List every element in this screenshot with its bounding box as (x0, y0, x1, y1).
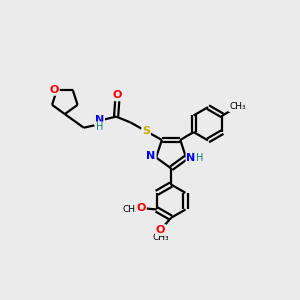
Text: O: O (50, 85, 59, 95)
Text: N: N (95, 115, 104, 125)
Text: CH₃: CH₃ (122, 205, 139, 214)
Text: CH₃: CH₃ (229, 102, 246, 111)
Text: N: N (146, 152, 156, 161)
Text: O: O (112, 90, 122, 100)
Text: H: H (96, 122, 103, 132)
Text: N: N (187, 153, 196, 163)
Text: O: O (136, 202, 146, 213)
Text: H: H (196, 153, 203, 163)
Text: CH₃: CH₃ (152, 233, 169, 242)
Text: O: O (156, 225, 165, 235)
Text: S: S (142, 126, 150, 136)
